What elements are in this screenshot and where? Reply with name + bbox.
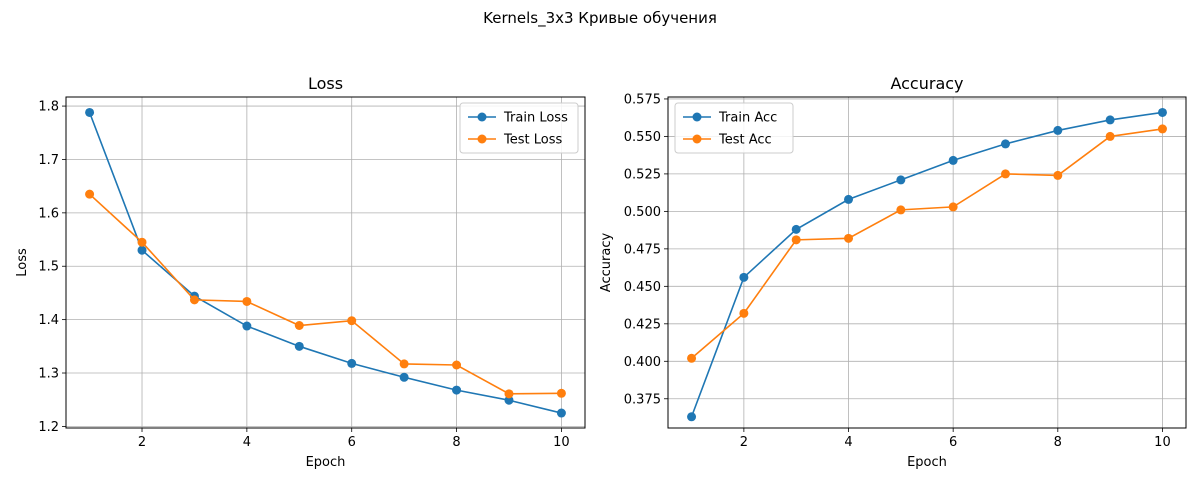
- axes-frame: [667, 96, 1187, 429]
- series-line-0: [690, 111, 1163, 418]
- data-point: [844, 233, 854, 243]
- y-tick-label: 1.4: [38, 313, 59, 328]
- y-tick-label: 1.5: [38, 260, 59, 275]
- x-tick-label: 2: [138, 435, 146, 450]
- legend-swatch-marker: [477, 134, 487, 144]
- x-tick-label: 6: [348, 435, 356, 450]
- y-tick-label: 1.6: [38, 206, 59, 221]
- data-point: [1157, 107, 1167, 117]
- y-tick-label: 0.400: [624, 355, 661, 370]
- data-point: [687, 353, 697, 363]
- x-tick-label: 10: [1154, 435, 1171, 450]
- data-point: [791, 224, 801, 234]
- data-point: [1105, 131, 1115, 141]
- data-point: [1000, 169, 1010, 179]
- data-point: [294, 320, 304, 330]
- chart-title: Loss: [308, 74, 343, 93]
- data-point: [137, 237, 147, 247]
- data-point: [452, 360, 462, 370]
- data-point: [896, 205, 906, 215]
- x-axis-label: Epoch: [306, 455, 346, 470]
- data-point: [504, 395, 514, 405]
- accuracy-chart-panel: 2 4 6 8 10 0.375 0.400 0.425 0.450 0.475 0.500 0.52…: [599, 74, 1187, 470]
- data-point: [294, 341, 304, 351]
- y-tick-label: 0.475: [624, 242, 661, 257]
- data-point: [347, 316, 357, 326]
- axes-frame: [65, 96, 586, 429]
- data-point: [687, 412, 697, 422]
- data-point: [452, 385, 462, 395]
- data-point: [85, 107, 95, 117]
- y-tick-label: 1.8: [38, 100, 59, 115]
- data-point: [1000, 139, 1010, 149]
- x-tick-label: 8: [1054, 435, 1062, 450]
- x-tick-label: 4: [243, 435, 251, 450]
- data-point: [739, 272, 749, 282]
- data-point: [739, 308, 749, 318]
- loss-chart-panel: 2 4 6 8 10 1.2 1.3 1.4 1.5 1.6 1.7 1.8 Loss Epoch Loss…: [15, 74, 586, 470]
- legend-swatch-marker: [692, 134, 702, 144]
- y-tick-label: 0.450: [624, 280, 661, 295]
- legend-label: Test Acc: [718, 133, 772, 148]
- chart-title: Accuracy: [890, 74, 963, 93]
- y-tick-label: 0.550: [624, 130, 661, 145]
- y-tick-label: 1.3: [38, 367, 59, 382]
- data-point: [1053, 125, 1063, 135]
- legend: Train Loss Test Loss: [459, 102, 579, 154]
- data-point: [948, 202, 958, 212]
- x-tick-label: 10: [553, 435, 570, 450]
- data-point: [1053, 170, 1063, 180]
- y-tick-label: 0.375: [624, 392, 661, 407]
- data-point: [948, 155, 958, 165]
- data-point: [242, 296, 252, 306]
- data-point: [399, 372, 409, 382]
- data-point: [137, 245, 147, 255]
- series-line-1: [691, 128, 1163, 359]
- x-tick-label: 6: [949, 435, 957, 450]
- legend-label: Test Loss: [503, 133, 562, 148]
- y-tick-label: 0.575: [624, 92, 661, 107]
- legend-swatch-marker: [477, 112, 487, 122]
- data-point: [556, 388, 566, 398]
- data-point: [242, 321, 252, 331]
- legend-box: [459, 102, 579, 154]
- series-line-0: [88, 112, 562, 414]
- y-tick-label: 0.500: [624, 205, 661, 220]
- data-point: [791, 235, 801, 245]
- y-tick-label: 0.425: [624, 317, 661, 332]
- data-point: [347, 358, 357, 368]
- data-point: [556, 408, 566, 418]
- y-axis-label: Accuracy: [599, 233, 614, 293]
- figure-suptitle: Kernels_3x3 Кривые обучения: [483, 9, 717, 28]
- y-tick-label: 1.2: [38, 420, 59, 435]
- x-axis-label: Epoch: [907, 455, 947, 470]
- data-point: [504, 389, 514, 399]
- y-tick-label: 1.7: [38, 153, 59, 168]
- series-line-1: [89, 193, 562, 395]
- data-point: [85, 189, 95, 199]
- y-axis-label: Loss: [15, 248, 30, 277]
- x-tick-label: 2: [740, 435, 748, 450]
- x-tick-label: 8: [452, 435, 460, 450]
- data-point: [189, 295, 199, 305]
- data-point: [896, 175, 906, 185]
- x-tick-label: 4: [844, 435, 852, 450]
- legend-label: Train Acc: [718, 111, 777, 126]
- data-point: [1105, 115, 1115, 125]
- legend-label: Train Loss: [503, 111, 568, 126]
- data-point: [399, 359, 409, 369]
- data-point: [1157, 124, 1167, 134]
- data-point: [844, 194, 854, 204]
- legend-swatch-marker: [692, 112, 702, 122]
- y-tick-label: 0.525: [624, 167, 661, 182]
- legend-box: [674, 102, 794, 154]
- legend: Train Acc Test Acc: [674, 102, 794, 154]
